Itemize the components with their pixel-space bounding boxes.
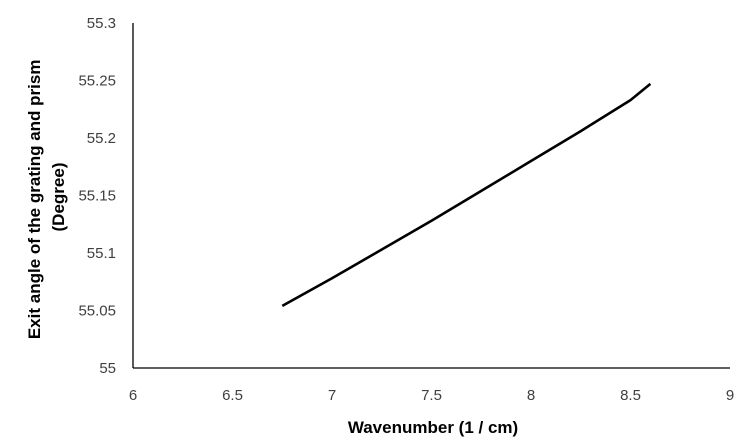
x-tick-label: 6 xyxy=(129,387,137,404)
x-tick-label: 6.5 xyxy=(222,387,243,404)
y-tick-labels: 55 55.05 55.1 55.15 55.2 55.25 55.3 xyxy=(78,15,116,377)
series-line-0 xyxy=(281,82,652,308)
x-tick-label: 8 xyxy=(527,387,535,404)
y-tick-label: 55.25 xyxy=(78,73,116,90)
y-tick-label: 55 xyxy=(99,360,116,377)
y-tick-label: 55.15 xyxy=(78,188,116,205)
x-tick-label: 7.5 xyxy=(421,387,442,404)
x-tick-labels: 6 6.5 7 7.5 8 8.5 9 xyxy=(129,387,734,404)
x-tick-label: 7 xyxy=(328,387,336,404)
y-tick-label: 55.05 xyxy=(78,303,116,320)
y-tick-label: 55.2 xyxy=(87,130,116,147)
y-axis-title-line-1: Exit angle of the grating and prism xyxy=(25,60,44,340)
x-axis-title: Wavenumber (1 / cm) xyxy=(348,418,518,437)
x-tick-label: 9 xyxy=(726,387,734,404)
x-tick-label: 8.5 xyxy=(620,387,641,404)
y-tick-label: 55.1 xyxy=(87,245,116,262)
y-axis-title-line-2: (Degree) xyxy=(49,163,68,232)
y-tick-label: 55.3 xyxy=(87,15,116,32)
series-layer xyxy=(281,82,652,308)
y-axis-title: Exit angle of the grating and prism (Deg… xyxy=(25,55,68,339)
